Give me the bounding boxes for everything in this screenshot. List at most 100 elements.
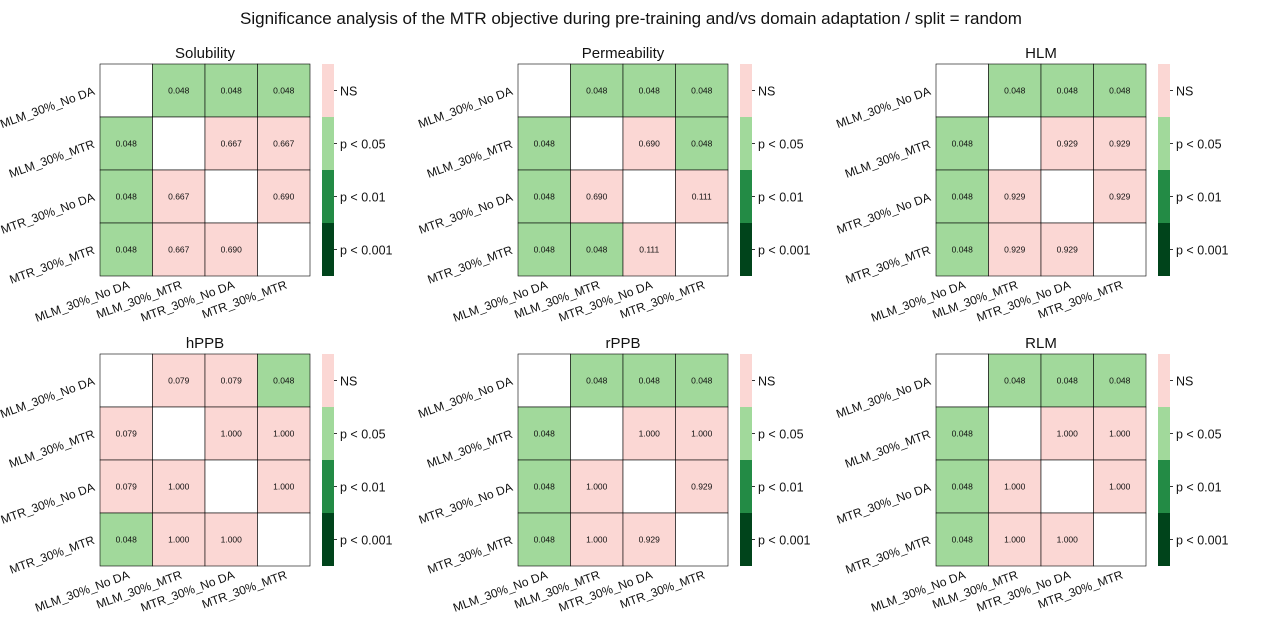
cell-value-label: 0.667 (168, 245, 190, 255)
legend-swatch (1158, 117, 1170, 170)
legend-swatch (1158, 354, 1170, 407)
cell-value-label: 0.048 (691, 139, 713, 149)
legend-label: p < 0.001 (758, 244, 811, 258)
heatmap-cell (517, 116, 571, 171)
legend-swatch (322, 407, 334, 460)
y-tick-label: MTR_30%_MTR (844, 243, 933, 287)
cell-value-label: 0.048 (639, 376, 661, 386)
legend-label: p < 0.001 (340, 244, 393, 258)
significance-legend: NS p < 0.05 p < 0.01 p < 0.001 (1158, 64, 1229, 276)
cell-value-label: 1.000 (273, 429, 295, 439)
heatmap-cell (935, 459, 989, 514)
heatmap-cell (622, 222, 676, 277)
legend-label: NS (758, 375, 775, 389)
heatmap-cell (988, 512, 1042, 567)
legend-swatch (1158, 513, 1170, 566)
legend-swatch (1158, 170, 1170, 223)
heatmap-cell (570, 406, 624, 461)
heatmap-cell (935, 169, 989, 224)
y-tick-label: MLM_30%_MTR (7, 137, 97, 181)
y-tick-label: MTR_30%_No DA (417, 480, 515, 527)
legend-label: p < 0.001 (340, 534, 393, 548)
cell-value-label: 0.048 (691, 86, 713, 96)
cell-value-label: 0.048 (534, 429, 556, 439)
cell-value-label: 1.000 (1057, 429, 1079, 439)
legend-label: NS (1176, 85, 1193, 99)
cell-value-label: 0.048 (1109, 376, 1131, 386)
cell-value-label: 0.079 (116, 482, 138, 492)
heatmap-cell (257, 63, 311, 118)
cell-value-label: 0.929 (1004, 245, 1026, 255)
heatmap-cell (257, 512, 311, 567)
y-tick-label: MLM_30%_No DA (0, 374, 96, 421)
heatmap-cell (1040, 353, 1094, 408)
heatmap-cell (257, 406, 311, 461)
heatmap-cell (1040, 406, 1094, 461)
cell-value-label: 0.929 (639, 535, 661, 545)
significance-legend: NS p < 0.05 p < 0.01 p < 0.001 (740, 64, 811, 276)
legend-swatch (322, 117, 334, 170)
legend-label: p < 0.001 (1176, 244, 1229, 258)
legend-swatch (322, 64, 334, 117)
cell-value-label: 0.048 (1057, 376, 1079, 386)
y-tick-label: MLM_30%_No DA (416, 374, 514, 421)
heatmap-cell (1093, 406, 1147, 461)
heatmap-cell (152, 459, 206, 514)
y-tick-label: MTR_30%_MTR (8, 533, 97, 577)
legend-swatch (322, 170, 334, 223)
y-tick-label: MLM_30%_MTR (425, 137, 515, 181)
y-tick-label: MTR_30%_No DA (0, 190, 96, 237)
cell-value-label: 0.048 (952, 535, 974, 545)
cell-value-label: 0.048 (116, 535, 138, 545)
legend-label: NS (758, 85, 775, 99)
heatmap-cell (517, 512, 571, 567)
heatmap-cell (1093, 222, 1147, 277)
heatmap-cell (517, 353, 571, 408)
heatmap-cell (570, 116, 624, 171)
cell-value-label: 1.000 (221, 429, 243, 439)
panel-title: rPPB (605, 335, 640, 352)
heatmap-cell (675, 222, 729, 277)
cell-value-label: 0.929 (1057, 139, 1079, 149)
heatmap-cell (1093, 512, 1147, 567)
cell-value-label: 0.048 (534, 482, 556, 492)
legend-label: p < 0.01 (340, 191, 386, 205)
legend-label: p < 0.01 (758, 191, 804, 205)
heatmap-cell (1040, 169, 1094, 224)
cell-value-label: 1.000 (639, 429, 661, 439)
y-tick-label: MTR_30%_No DA (0, 480, 96, 527)
panel-title: hPPB (186, 335, 224, 352)
cell-value-label: 0.048 (952, 139, 974, 149)
y-tick-label: MLM_30%_No DA (0, 84, 96, 131)
cell-value-label: 1.000 (1004, 482, 1026, 492)
significance-legend: NS p < 0.05 p < 0.01 p < 0.001 (740, 354, 811, 566)
legend-swatch (740, 460, 752, 513)
heatmap-cell (570, 222, 624, 277)
legend-label: NS (340, 85, 357, 99)
legend-swatch (740, 170, 752, 223)
cell-value-label: 1.000 (1109, 429, 1131, 439)
heatmap-rppb: rPPB 0.048 0.048 0.048 0.048 1.000 1.000 0.048 1… (416, 335, 810, 615)
cell-value-label: 0.929 (1109, 139, 1131, 149)
cell-value-label: 0.690 (273, 192, 295, 202)
heatmap-cell (935, 353, 989, 408)
heatmap-cell (1040, 459, 1094, 514)
heatmap-cell (152, 406, 206, 461)
heatmap-cell (988, 169, 1042, 224)
legend-swatch (740, 64, 752, 117)
cell-value-label: 1.000 (1109, 482, 1131, 492)
legend-swatch (740, 354, 752, 407)
heatmap-cell (935, 406, 989, 461)
cell-value-label: 1.000 (168, 482, 190, 492)
cell-value-label: 0.048 (534, 535, 556, 545)
heatmap-cell (204, 169, 258, 224)
heatmap-cell (152, 169, 206, 224)
heatmap-cell (1093, 353, 1147, 408)
heatmap-cell (99, 63, 153, 118)
heatmap-cell (1093, 169, 1147, 224)
heatmap-cell (1093, 63, 1147, 118)
cell-value-label: 0.048 (221, 86, 243, 96)
heatmap-cell (675, 512, 729, 567)
heatmap-cell (988, 459, 1042, 514)
